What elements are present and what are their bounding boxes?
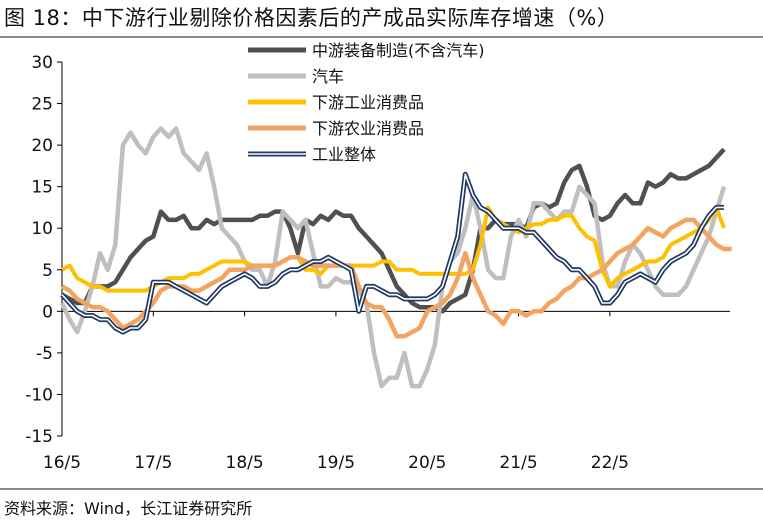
x-tick-label: 22/5 — [591, 453, 629, 473]
series-lines — [59, 126, 732, 389]
x-tick-label: 16/5 — [43, 453, 81, 473]
x-tick-label: 21/5 — [499, 453, 537, 473]
bottom-rule — [0, 488, 763, 490]
y-tick-label: 30 — [31, 53, 53, 73]
series-line-5-inner — [61, 173, 724, 333]
legend-label: 汽车 — [312, 67, 344, 86]
y-tick-label: 25 — [31, 95, 53, 115]
legend-label: 下游工业消费品 — [312, 93, 424, 112]
x-tick-label: 18/5 — [226, 453, 264, 473]
x-tick-label: 20/5 — [408, 453, 446, 473]
series-line-1 — [60, 147, 726, 314]
y-tick-label: 15 — [31, 178, 53, 198]
y-tick-label: 20 — [31, 136, 53, 156]
y-tick-label: -15 — [25, 427, 53, 447]
axes: 30 25 20 15 10 5 0 -5 -10 -15 16/5 17/5 18/5 19/5 20/5… — [25, 53, 730, 473]
legend-label: 工业整体 — [312, 145, 376, 164]
series-line-2 — [59, 126, 727, 389]
legend-label: 中游装备制造(不含汽车) — [312, 41, 485, 60]
legend-label: 下游农业消费品 — [312, 119, 424, 138]
source-note: 资料来源：Wind，长江证券研究所 — [4, 499, 253, 518]
y-tick-label: 0 — [42, 302, 53, 322]
y-tick-label: 5 — [42, 261, 53, 281]
x-tick-label: 19/5 — [317, 453, 355, 473]
chart-title: 图 18：中下游行业剔除价格因素后的产成品实际库存增速（%） — [4, 6, 619, 30]
series-line-3 — [61, 205, 726, 293]
y-tick-label: -10 — [25, 385, 53, 405]
y-tick-label: -5 — [36, 344, 53, 364]
x-tick-label: 17/5 — [134, 453, 172, 473]
y-tick-label: 10 — [31, 219, 53, 239]
top-rule — [0, 36, 763, 38]
